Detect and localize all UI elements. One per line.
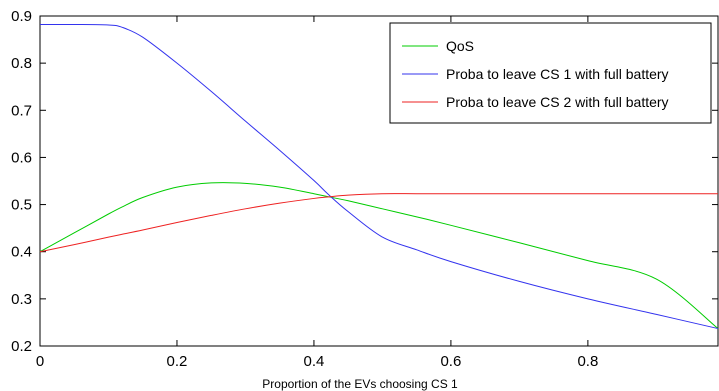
y-tick-label: 0.3 (11, 291, 32, 308)
cs2-full-battery-line (39, 193, 718, 253)
series-lines (39, 23, 719, 330)
plot-area-border (39, 15, 719, 347)
x-tick-label: 0.4 (304, 353, 325, 370)
axis-ticks: 0 0.2 0.4 0.6 0.80.20.30.40.50.60.70.80.9 (11, 8, 718, 370)
y-tick-label: 0.6 (11, 149, 32, 166)
y-tick-label: 0.8 (11, 55, 32, 72)
x-tick-label: 0 (36, 353, 44, 370)
y-tick-label: 0.2 (11, 338, 32, 355)
legend-entry-label: QoS (446, 38, 474, 54)
x-tick-label: 0.6 (440, 353, 461, 370)
y-tick-label: 0.9 (11, 8, 32, 25)
qos-line (39, 182, 719, 329)
legend-entry-label: Proba to leave CS 1 with full battery (446, 66, 669, 82)
x-tick-label: 0.2 (167, 353, 188, 370)
legend-box (389, 22, 712, 124)
legend-entry-label: Proba to leave CS 2 with full battery (446, 94, 669, 110)
legend: QoS Proba to leave CS 1 with full battery… (389, 22, 712, 124)
plot-frame (39, 15, 719, 347)
x-axis-label: Proportion of the EVs choosing CS 1 (262, 377, 458, 391)
y-tick-label: 0.5 (11, 197, 32, 214)
y-tick-label: 0.7 (11, 102, 32, 119)
x-tick-label: 0.8 (577, 353, 598, 370)
y-tick-label: 0.4 (11, 244, 32, 261)
cs1-full-battery-line (39, 23, 719, 330)
